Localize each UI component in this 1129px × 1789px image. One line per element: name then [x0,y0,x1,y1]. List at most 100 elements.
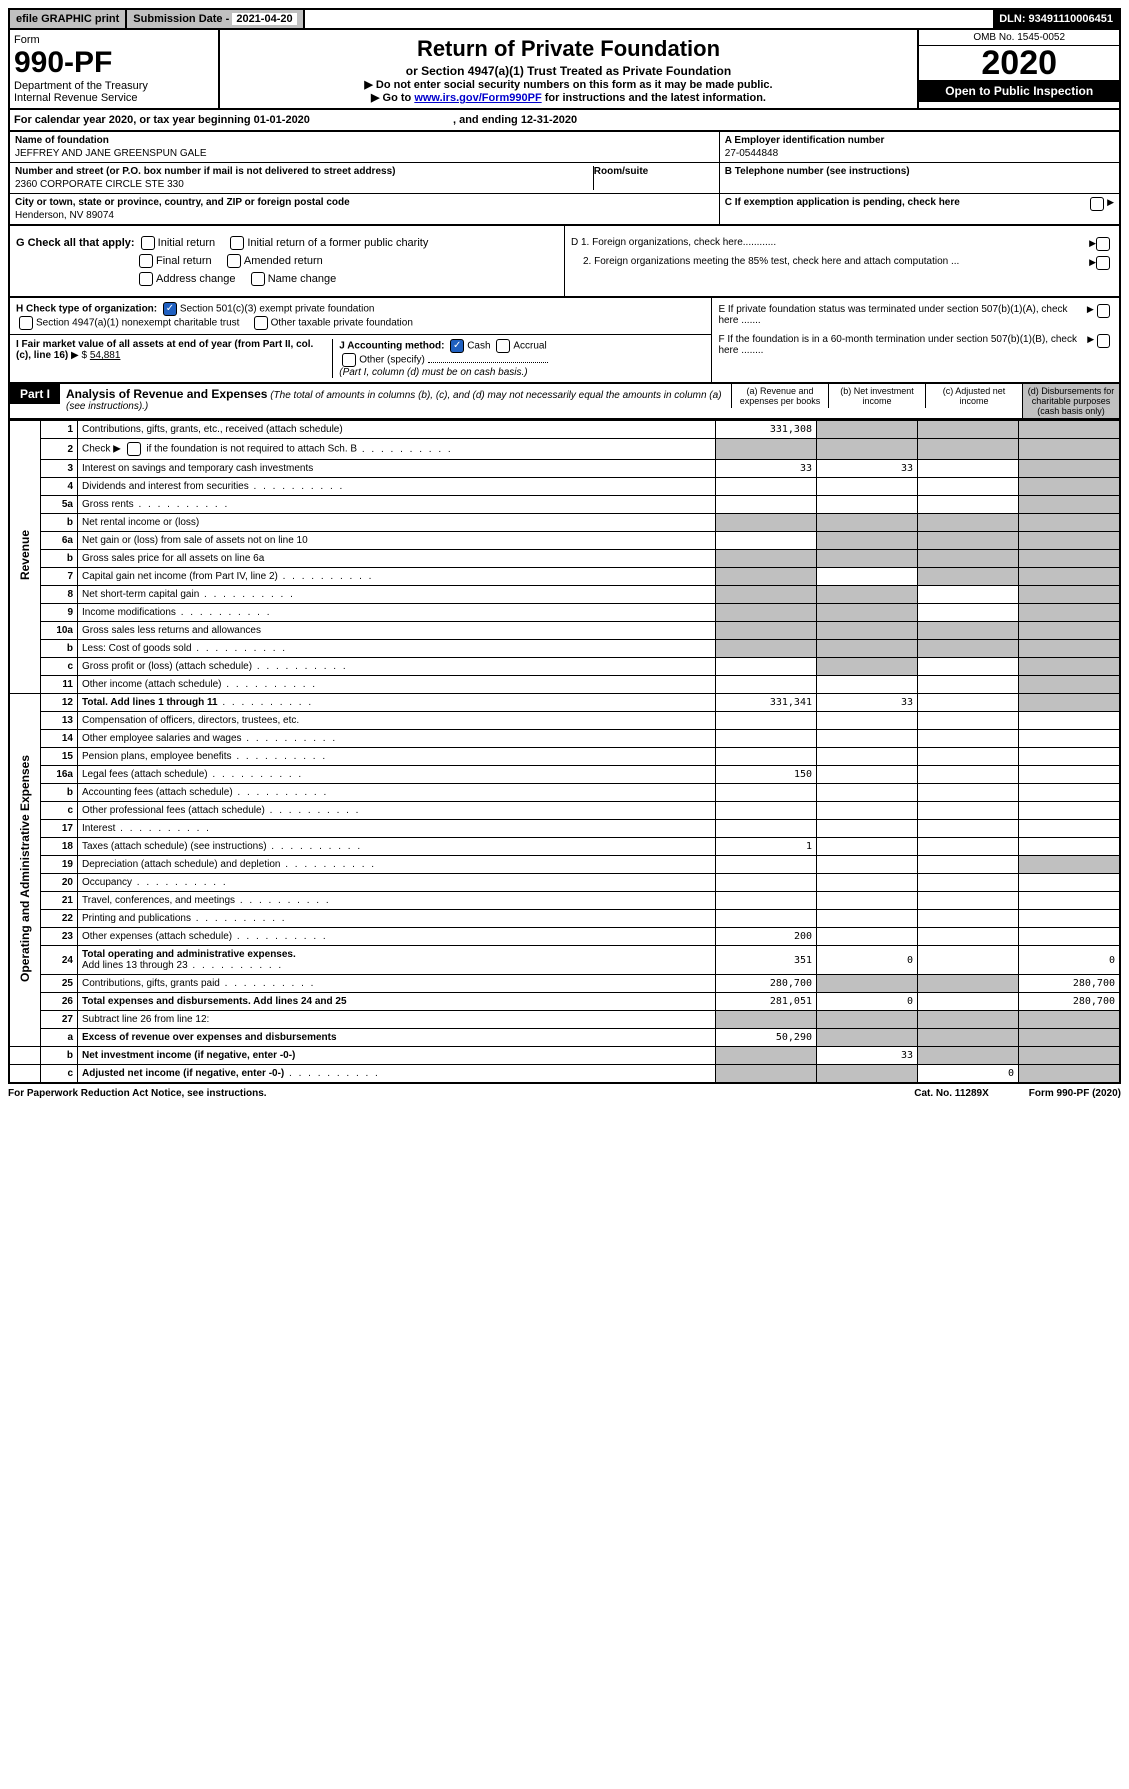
name-change-cb[interactable] [251,272,265,286]
page-footer: For Paperwork Reduction Act Notice, see … [8,1084,1121,1103]
ein-value: 27-0544848 [725,148,1114,159]
exempt-pending-label: C If exemption application is pending, c… [725,197,960,208]
line-24: Total operating and administrative expen… [78,946,716,975]
efile-print-button[interactable]: efile GRAPHIC print [10,10,127,28]
line-22: Printing and publications [78,910,716,928]
part1-title: Analysis of Revenue and Expenses [66,387,267,401]
line-16a: Legal fees (attach schedule) [78,766,716,784]
f-checkbox[interactable] [1097,334,1110,348]
i-amount: 54,881 [90,350,121,361]
line-10c: Gross profit or (loss) (attach schedule) [78,658,716,676]
calendar-year-row: For calendar year 2020, or tax year begi… [8,110,1121,132]
expenses-vlabel: Operating and Administrative Expenses [18,755,32,982]
address-change-cb[interactable] [139,272,153,286]
d1-label: D 1. Foreign organizations, check here..… [571,237,1089,248]
line-27: Subtract line 26 from line 12: [78,1011,716,1029]
e-checkbox[interactable] [1097,304,1110,318]
d2-label: 2. Foreign organizations meeting the 85%… [571,256,1089,267]
line-27c: Adjusted net income (if negative, enter … [78,1065,716,1084]
form-title: Return of Private Foundation [224,36,914,62]
j-cash-cb[interactable] [450,339,464,353]
line-6b: Gross sales price for all assets on line… [78,550,716,568]
initial-former-cb[interactable] [230,236,244,250]
city-label: City or town, state or province, country… [15,197,350,208]
j-label: J Accounting method: [339,341,444,352]
j-other-cb[interactable] [342,353,356,367]
check-section: G Check all that apply: Initial return I… [8,226,1121,298]
line-25: Contributions, gifts, grants paid [78,975,716,993]
j-note: (Part I, column (d) must be on cash basi… [339,367,527,378]
col-c-header: (c) Adjusted net income [925,384,1022,408]
top-bar: efile GRAPHIC print Submission Date - 20… [8,8,1121,30]
dln-number: DLN: 93491110006451 [993,10,1119,28]
paperwork-notice: For Paperwork Reduction Act Notice, see … [8,1088,267,1099]
d2-checkbox[interactable] [1096,256,1110,270]
line-27a: Excess of revenue over expenses and disb… [78,1029,716,1047]
final-return-cb[interactable] [139,254,153,268]
line-8: Net short-term capital gain [78,586,716,604]
line-18: Taxes (attach schedule) (see instruction… [78,838,716,856]
foundation-name: JEFFREY AND JANE GREENSPUN GALE [15,148,714,159]
d1-checkbox[interactable] [1096,237,1110,251]
revenue-vlabel: Revenue [18,530,32,580]
line-20: Occupancy [78,874,716,892]
e-label: E If private foundation status was termi… [718,304,1086,326]
city-state-zip: Henderson, NV 89074 [15,210,714,221]
line-21: Travel, conferences, and meetings [78,892,716,910]
form-subtitle: or Section 4947(a)(1) Trust Treated as P… [224,64,914,78]
g-label: G Check all that apply: [16,237,135,249]
col-d-header: (d) Disbursements for charitable purpose… [1022,384,1119,418]
i-label: I Fair market value of all assets at end… [16,339,313,361]
line-16b: Accounting fees (attach schedule) [78,784,716,802]
line-19: Depreciation (attach schedule) and deple… [78,856,716,874]
line-7: Capital gain net income (from Part IV, l… [78,568,716,586]
line-5b: Net rental income or (loss) [78,514,716,532]
phone-label: B Telephone number (see instructions) [725,166,910,177]
form-number: 990-PF [14,46,214,80]
ein-label: A Employer identification number [725,135,885,146]
form-header: Form 990-PF Department of the Treasury I… [8,30,1121,110]
line-27b: Net investment income (if negative, ente… [78,1047,716,1065]
tax-year: 2020 [919,46,1119,80]
cat-number: Cat. No. 11289X [914,1088,988,1099]
form-footer: Form 990-PF (2020) [1029,1088,1121,1099]
line-23: Other expenses (attach schedule) [78,928,716,946]
irs-link[interactable]: www.irs.gov/Form990PF [414,92,541,104]
ssn-note: ▶ Do not enter social security numbers o… [224,78,914,91]
name-label: Name of foundation [15,135,109,146]
goto-note: ▶ Go to www.irs.gov/Form990PF for instru… [224,91,914,104]
line-13: Compensation of officers, directors, tru… [78,712,716,730]
part1-table: Revenue 1Contributions, gifts, grants, e… [8,420,1121,1084]
line-15: Pension plans, employee benefits [78,748,716,766]
h-other-cb[interactable] [254,316,268,330]
h-4947-cb[interactable] [19,316,33,330]
line-16c: Other professional fees (attach schedule… [78,802,716,820]
line-5a: Gross rents [78,496,716,514]
amended-return-cb[interactable] [227,254,241,268]
line-26: Total expenses and disbursements. Add li… [78,993,716,1011]
h-label: H Check type of organization: [16,304,157,315]
f-label: F If the foundation is in a 60-month ter… [718,334,1087,356]
line-4: Dividends and interest from securities [78,478,716,496]
line-2: Check ▶ if the foundation is not require… [78,439,716,460]
col-b-header: (b) Net investment income [828,384,925,408]
exempt-checkbox[interactable] [1090,197,1104,211]
j-accrual-cb[interactable] [496,339,510,353]
submission-date: Submission Date - 2021-04-20 [127,10,304,28]
street-address: 2360 CORPORATE CIRCLE STE 330 [15,179,593,190]
dept-treasury: Department of the Treasury [14,80,214,92]
line-11: Other income (attach schedule) [78,676,716,694]
line-14: Other employee salaries and wages [78,730,716,748]
col-a-header: (a) Revenue and expenses per books [731,384,828,408]
line-3: Interest on savings and temporary cash i… [78,460,716,478]
room-label: Room/suite [594,166,648,177]
line-1: Contributions, gifts, grants, etc., rece… [78,421,716,439]
line-10a: Gross sales less returns and allowances [78,622,716,640]
h-501c3-cb[interactable] [163,302,177,316]
line-17: Interest [78,820,716,838]
part1-header: Part I Analysis of Revenue and Expenses … [8,384,1121,420]
line-6a: Net gain or (loss) from sale of assets n… [78,532,716,550]
initial-return-cb[interactable] [141,236,155,250]
form-word: Form [14,34,214,46]
line2-cb[interactable] [127,442,141,456]
